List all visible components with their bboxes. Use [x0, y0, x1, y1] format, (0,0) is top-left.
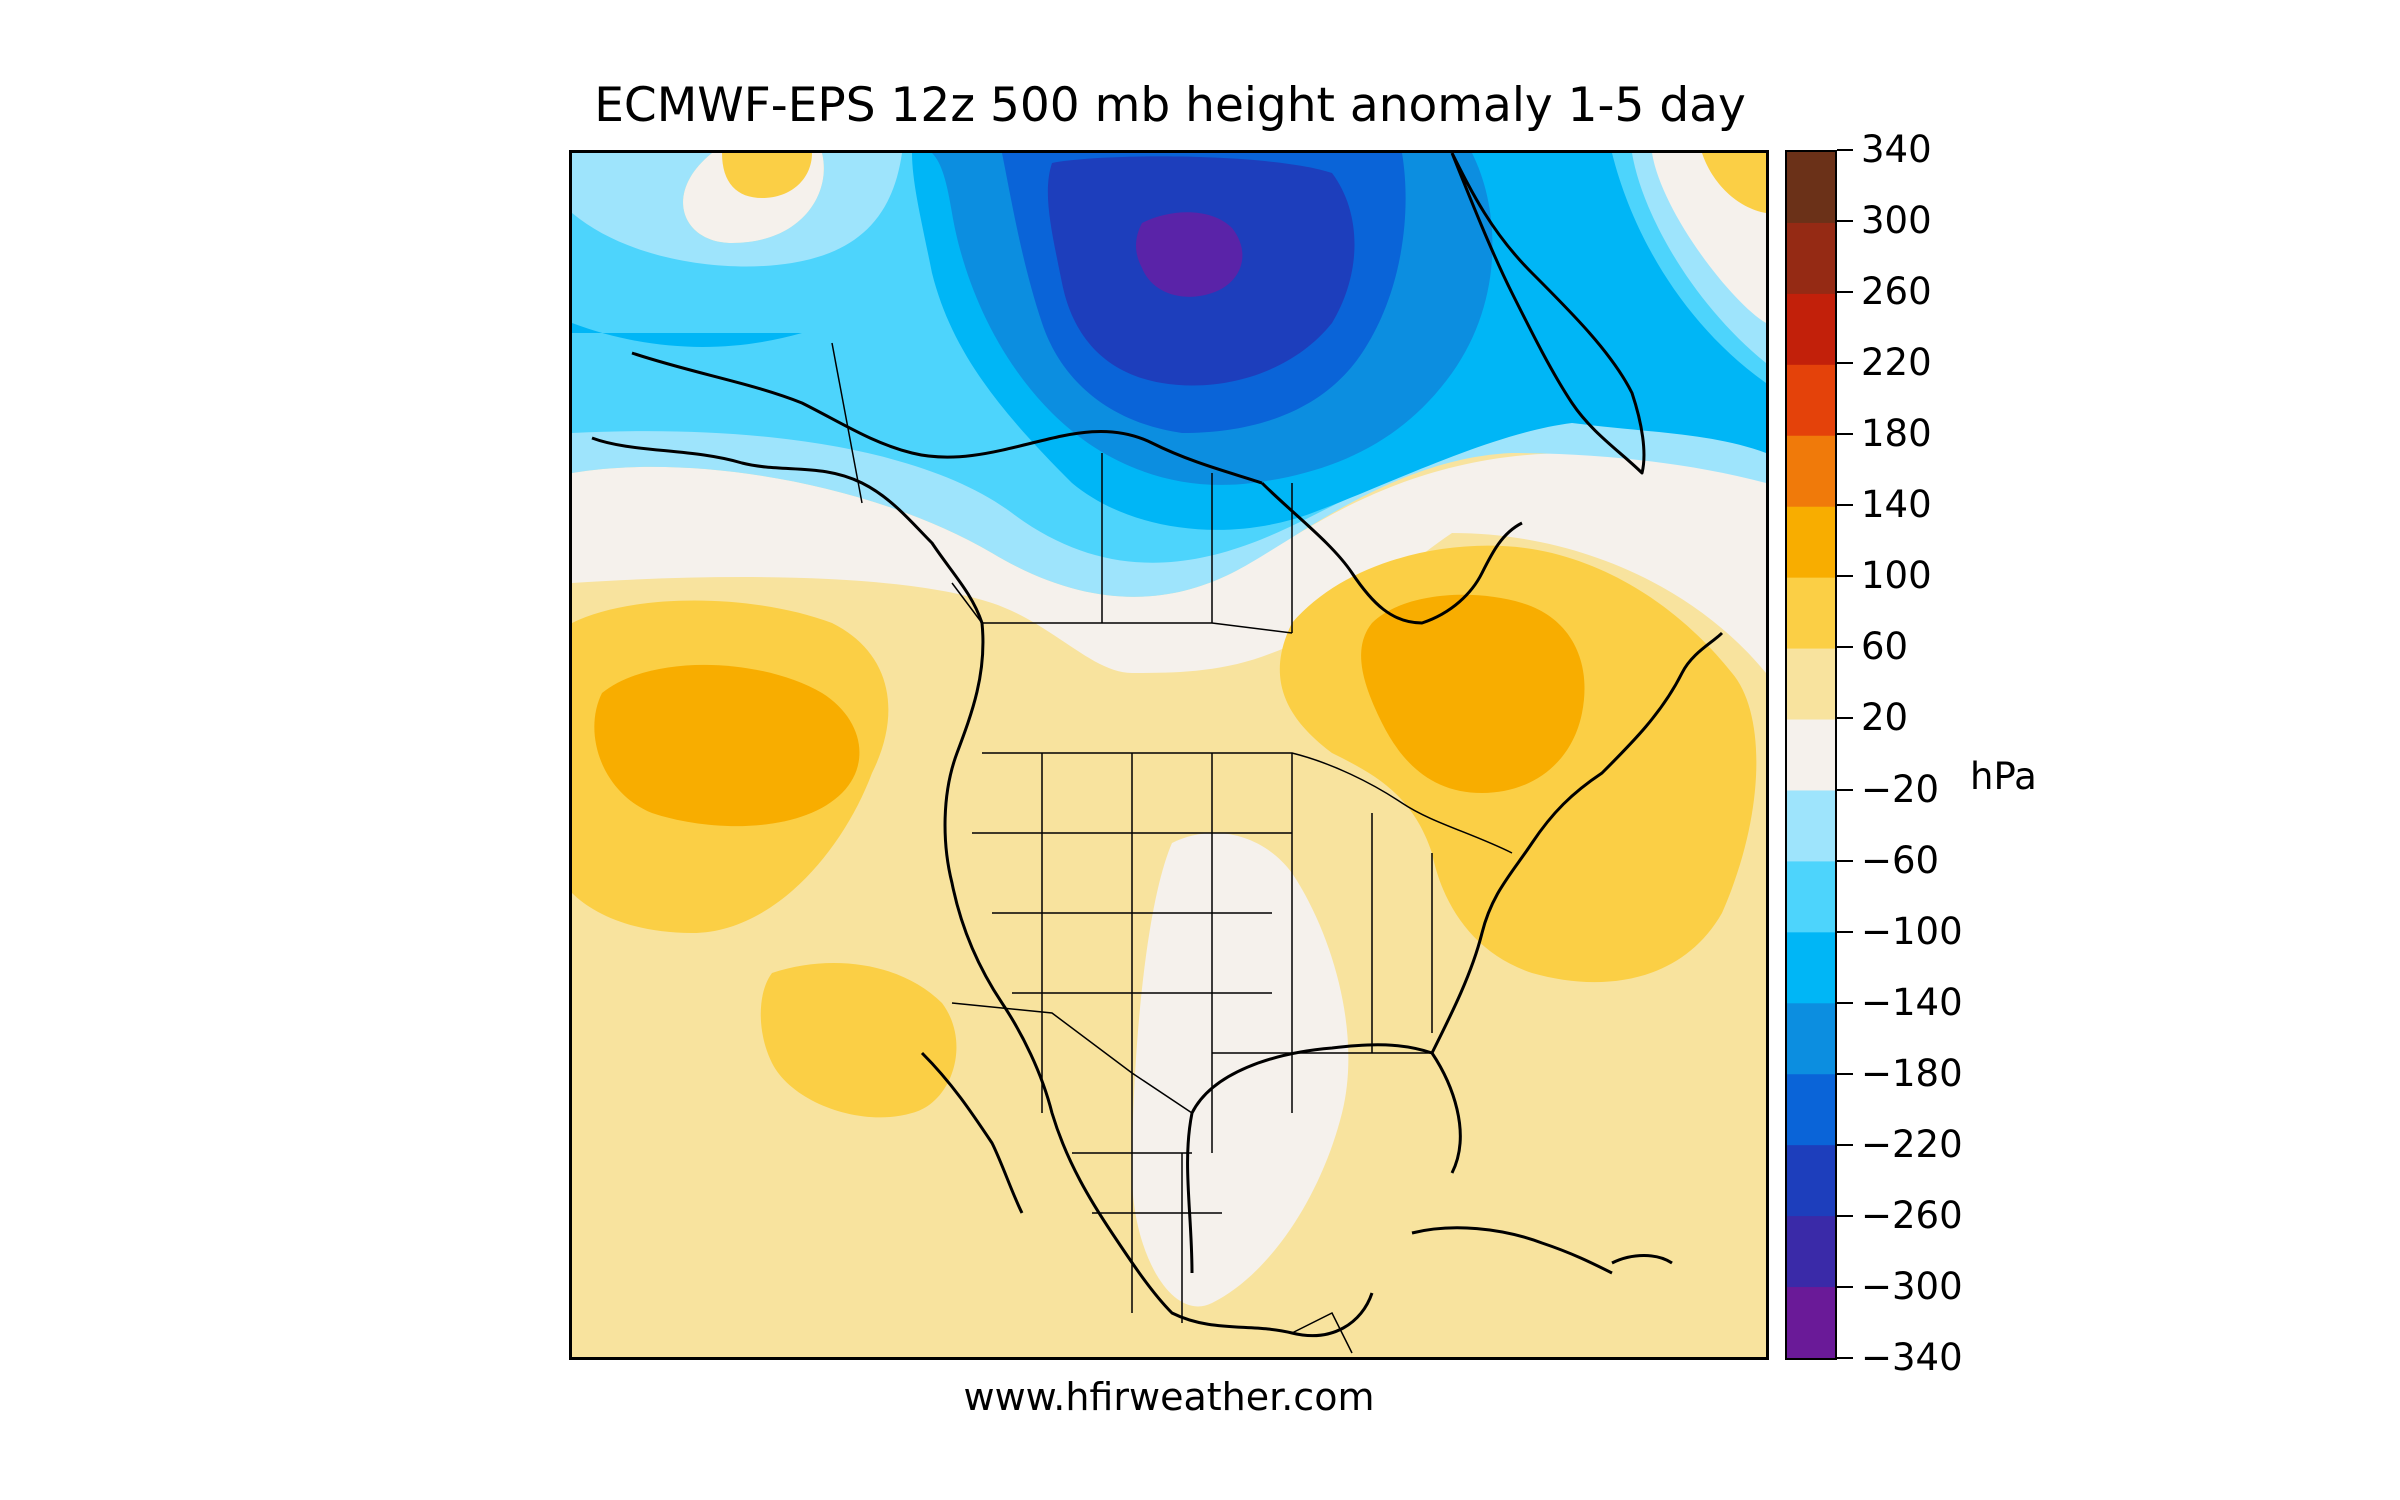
colorbar-band	[1787, 577, 1835, 650]
colorbar-band	[1787, 152, 1835, 224]
colorbar-tick-mark	[1837, 788, 1853, 791]
colorbar-tick-mark	[1837, 1143, 1853, 1146]
border-us-mexico	[951, 1002, 1193, 1114]
footer-credit: www.hfirweather.com	[963, 1375, 1375, 1419]
colorbar-tick-mark	[1837, 1072, 1853, 1075]
colorbar-tick-label: 180	[1861, 412, 1932, 456]
colorbar-tick-label: −180	[1861, 1051, 1963, 1095]
border-mexican-states	[1072, 1113, 1222, 1323]
colorbar-band	[1787, 222, 1835, 295]
colorbar-tick-mark	[1837, 220, 1853, 223]
border-central-america	[1291, 1311, 1353, 1354]
colorbar-tick-mark	[1837, 291, 1853, 294]
anomaly-fill-high-quebec	[1361, 594, 1585, 793]
colorbar-tick-label: 140	[1861, 483, 1932, 527]
colorbar-band	[1787, 506, 1835, 579]
colorbar-tick-label: −20	[1861, 767, 1940, 811]
colorbar-tick-label: −300	[1861, 1264, 1963, 1308]
colorbar-band	[1787, 435, 1835, 508]
colorbar	[1785, 150, 1837, 1360]
colorbar-tick-label: 220	[1861, 341, 1932, 385]
coastline-alaska-pacific	[591, 436, 984, 624]
border-canadian-provinces	[951, 453, 1293, 634]
anomaly-map-canvas	[572, 153, 1766, 1357]
colorbar-band	[1787, 1287, 1835, 1358]
colorbar-ticks: 340 300 260 220 180 140 100 60 20 −20 −60 −100 −140 −…	[1837, 130, 2037, 1378]
coastline-greenland	[1450, 153, 1646, 475]
colorbar-tick-label: 60	[1861, 625, 1909, 669]
colorbar-tick-label: −140	[1861, 980, 1963, 1024]
colorbar-tick-mark	[1837, 504, 1853, 507]
colorbar-unit: hPa	[1970, 755, 2037, 798]
anomaly-fill-light-high-alaska	[722, 153, 812, 198]
coastlines	[591, 153, 1724, 1338]
colorbar-tick-mark	[1837, 1357, 1853, 1359]
coastline-hudson-bay	[1260, 481, 1523, 625]
map-title: ECMWF-EPS 12z 500 mb height anomaly 1-5 …	[594, 78, 1746, 133]
border-alaska-canada	[831, 342, 863, 504]
colorbar-tick-mark	[1837, 859, 1853, 862]
border-us-states	[972, 753, 1433, 1153]
colorbar-band	[1787, 293, 1835, 366]
coastline-hispaniola	[1611, 1254, 1673, 1265]
colorbar-tick-label: −260	[1861, 1193, 1963, 1237]
coastline-east	[1430, 631, 1724, 1054]
colorbar-band	[1787, 1003, 1835, 1075]
coastline-cuba	[1411, 1226, 1613, 1275]
colorbar-band	[1787, 648, 1835, 721]
colorbar-tick-mark	[1837, 717, 1853, 720]
colorbar-tick-label: −220	[1861, 1122, 1963, 1166]
colorbar-tick-mark	[1837, 1214, 1853, 1217]
colorbar-tick-label: −60	[1861, 838, 1940, 882]
colorbar-band	[1787, 364, 1835, 437]
anomaly-fill-high-pacific	[594, 664, 860, 827]
colorbar-tick-mark	[1837, 575, 1853, 578]
colorbar-band	[1787, 1145, 1835, 1217]
coastline-baja	[920, 1051, 1024, 1214]
coastline-arctic	[631, 351, 1263, 485]
colorbar-tick-label: −100	[1861, 909, 1963, 953]
political-borders	[831, 342, 1513, 1354]
colorbar-band	[1787, 790, 1835, 863]
colorbar-band	[1787, 1216, 1835, 1288]
colorbar-band	[1787, 719, 1835, 792]
colorbar-tick-label: 100	[1861, 554, 1932, 598]
anomaly-fill-lowest	[1136, 212, 1243, 297]
colorbar-tick-mark	[1837, 646, 1853, 649]
colorbar-band	[1787, 932, 1835, 1004]
colorbar-tick-mark	[1837, 1285, 1853, 1288]
anomaly-map	[569, 150, 1769, 1360]
colorbar-tick-label: 340	[1861, 128, 1932, 171]
colorbar-tick-mark	[1837, 362, 1853, 365]
colorbar-tick-label: 20	[1861, 696, 1909, 740]
border-us-canada	[982, 752, 1513, 854]
colorbar-band	[1787, 1074, 1835, 1146]
colorbar-tick-mark	[1837, 930, 1853, 933]
colorbar-tick-label: −340	[1861, 1336, 1963, 1379]
colorbar-tick-label: 300	[1861, 199, 1932, 243]
coastline-gulf	[1186, 1043, 1462, 1274]
colorbar-band	[1787, 861, 1835, 933]
colorbar-tick-label: 260	[1861, 270, 1932, 314]
coastline-west	[943, 622, 1374, 1338]
colorbar-tick-mark	[1837, 149, 1853, 151]
colorbar-tick-mark	[1837, 433, 1853, 436]
anomaly-fill-light-high-greenland	[1702, 153, 1766, 213]
anomaly-fill-light-high-baja	[760, 963, 957, 1118]
anomaly-fill-mid-low	[572, 323, 802, 347]
anomaly-fill-neutral-north	[572, 453, 1766, 673]
colorbar-canvas	[1787, 152, 1835, 1358]
colorbar-tick-mark	[1837, 1001, 1853, 1004]
